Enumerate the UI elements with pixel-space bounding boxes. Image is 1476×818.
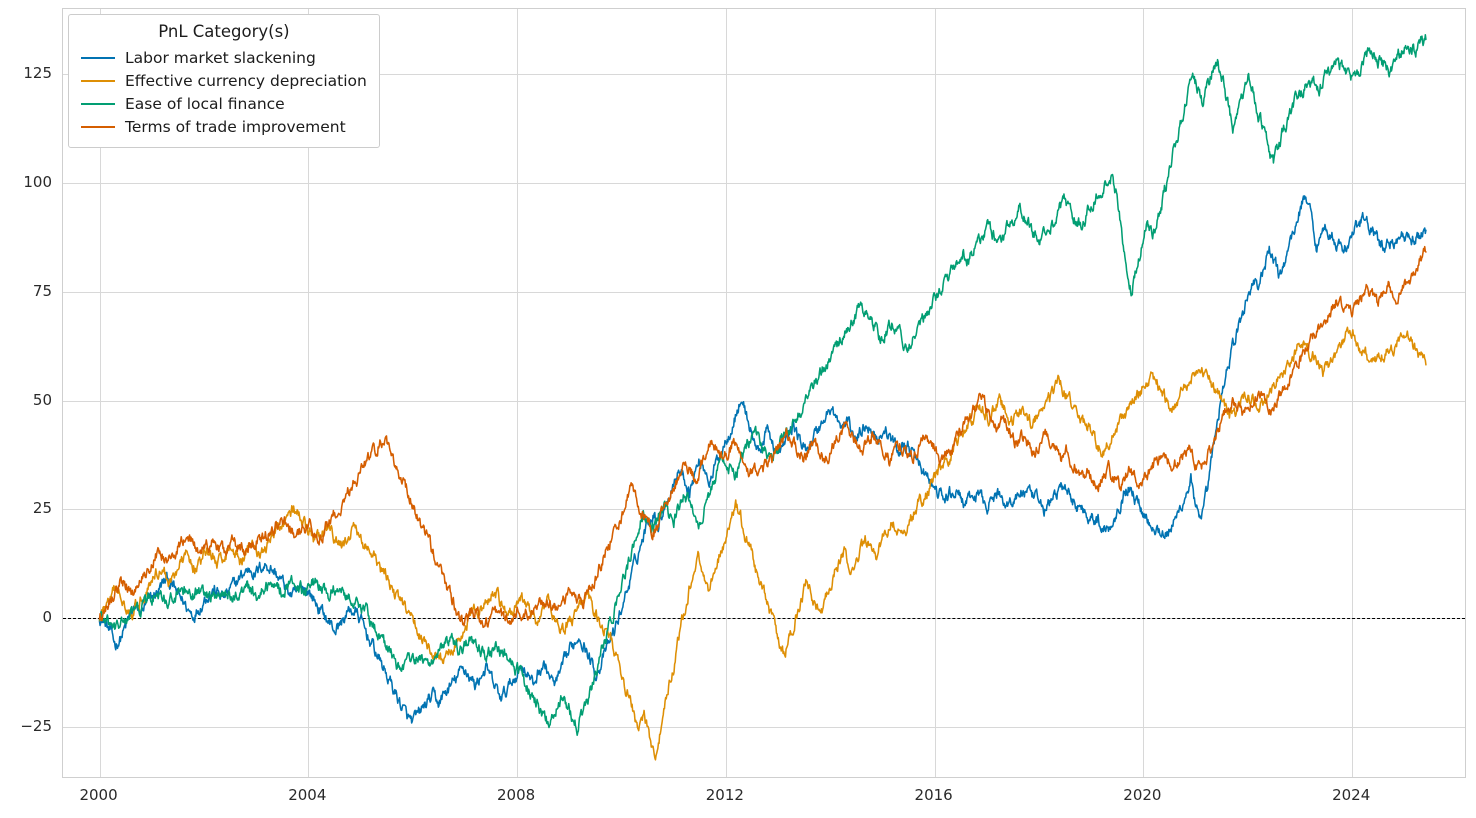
- legend-color-swatch: [81, 102, 115, 105]
- x-axis-tick-label: 2004: [288, 786, 327, 804]
- gridline-horizontal: [63, 183, 1465, 184]
- legend-entries: Labor market slackening Effective currenc…: [81, 46, 367, 138]
- y-axis-tick-label: 25: [32, 499, 52, 518]
- y-axis-tick-label: 75: [32, 281, 52, 300]
- y-axis-tick-label: 50: [32, 390, 52, 409]
- series-line: [98, 245, 1427, 629]
- legend-entry[interactable]: Ease of local finance: [81, 92, 367, 115]
- series-lines: [98, 34, 1427, 761]
- legend-entry-label: Effective currency depreciation: [125, 71, 367, 90]
- legend-color-swatch: [81, 125, 115, 128]
- gridline-horizontal: [63, 291, 1465, 293]
- x-axis-tick-label: 2024: [1332, 786, 1371, 804]
- x-axis-tick-label: 2000: [79, 786, 118, 804]
- legend-title: PnL Category(s): [158, 22, 290, 41]
- legend-entry[interactable]: Effective currency depreciation: [81, 69, 367, 92]
- gridline-horizontal: [63, 726, 1465, 728]
- x-axis-tick-label: 2020: [1123, 786, 1162, 804]
- gridline-vertical: [308, 9, 310, 777]
- legend-entry-label: Terms of trade improvement: [125, 117, 346, 136]
- gridline-vertical: [517, 9, 519, 777]
- legend-color-swatch: [81, 79, 115, 82]
- gridline-vertical: [934, 9, 936, 777]
- zero-reference-line: [63, 618, 1465, 620]
- series-line: [98, 195, 1427, 724]
- series-line: [98, 326, 1427, 761]
- gridline-vertical: [1143, 9, 1145, 777]
- x-axis-tick-label: 2008: [496, 786, 536, 804]
- gridline-vertical: [725, 9, 727, 777]
- y-axis-tick-label: 125: [23, 64, 52, 83]
- x-axis-tick-label: 2012: [705, 786, 744, 804]
- legend-entry-label: Ease of local finance: [125, 94, 285, 113]
- gridline-horizontal: [63, 509, 1465, 511]
- y-axis-tick-label: 100: [23, 173, 52, 191]
- gridline-vertical: [99, 9, 101, 777]
- legend-entry-label: Labor market slackening: [125, 48, 316, 67]
- gridline-horizontal: [63, 400, 1465, 402]
- y-axis-tick-label: 0: [42, 608, 52, 627]
- gridline-horizontal: [63, 74, 1465, 76]
- series-line: [98, 34, 1427, 737]
- gridline-vertical: [1352, 9, 1354, 777]
- y-axis-tick-label: −25: [20, 716, 52, 735]
- legend: PnL Category(s) Labor market slackening E…: [68, 14, 380, 148]
- x-axis-tick-label: 2016: [914, 786, 953, 804]
- legend-color-swatch: [81, 56, 115, 59]
- legend-entry[interactable]: Labor market slackening: [81, 46, 367, 69]
- legend-entry[interactable]: Terms of trade improvement: [81, 115, 367, 138]
